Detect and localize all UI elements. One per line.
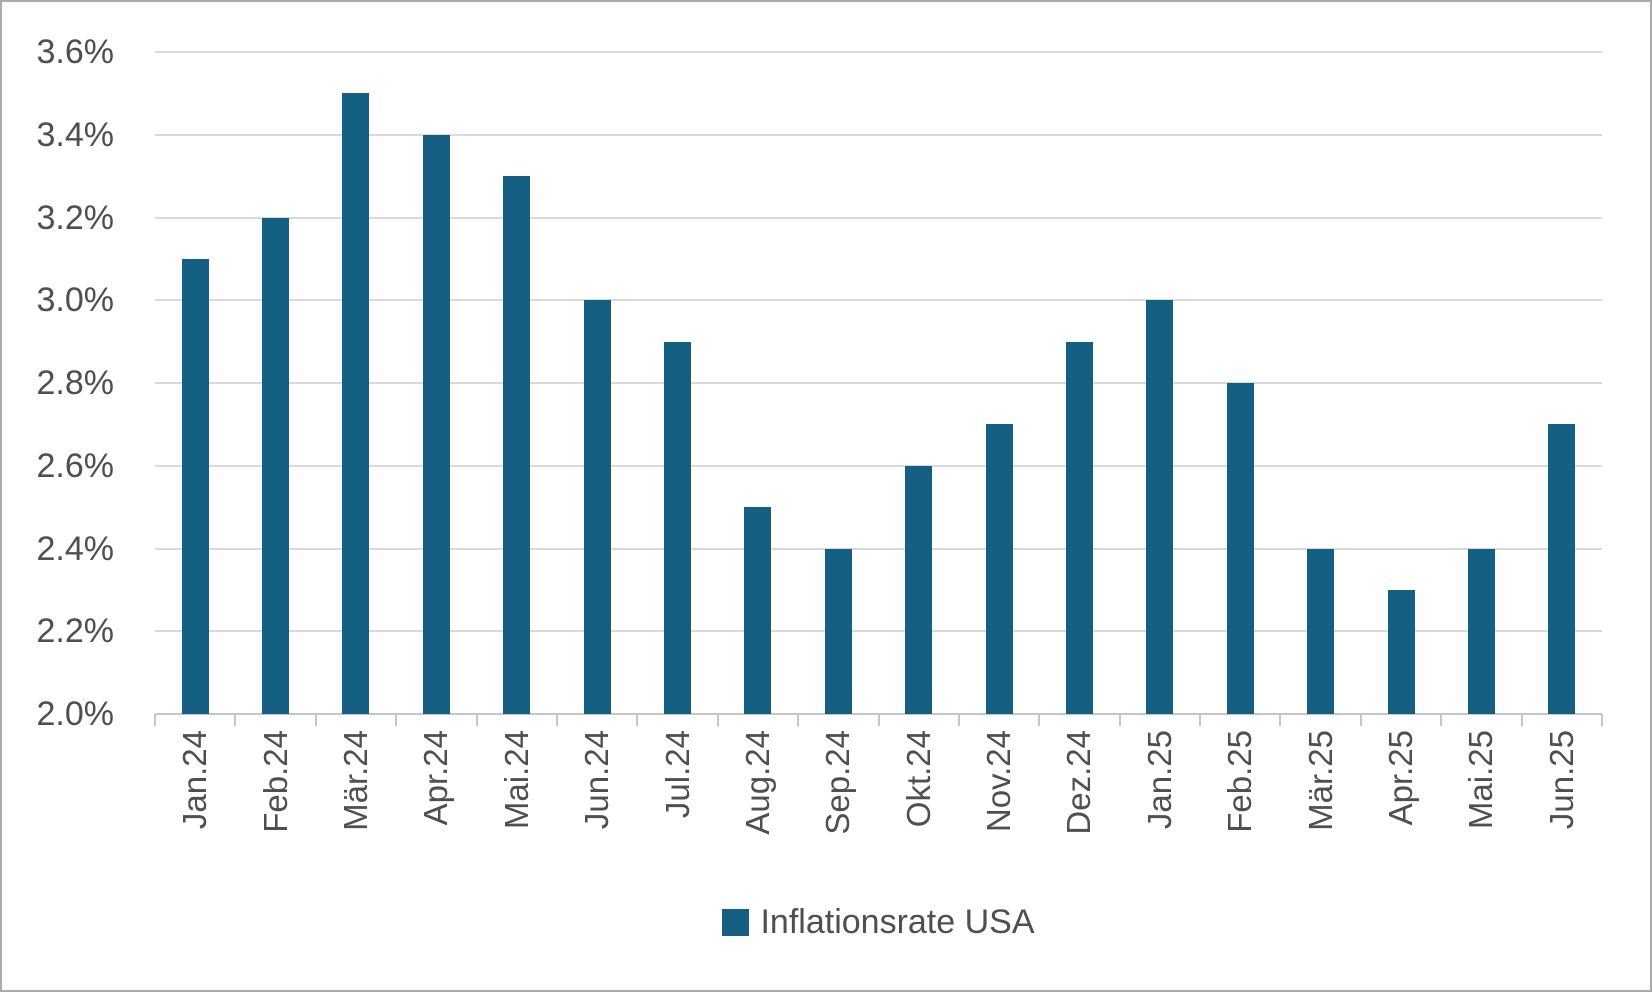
x-axis-label-mr-24: Mär.24 — [336, 730, 374, 831]
x-axis-tick — [1601, 714, 1603, 726]
x-axis-tick — [234, 714, 237, 726]
x-axis-label-jun-25: Jun.25 — [1542, 730, 1580, 830]
y-axis-label: 2.8% — [36, 364, 115, 402]
x-axis-tick — [1118, 714, 1121, 726]
bar-jun-24 — [583, 300, 611, 714]
x-axis-label-jan-24: Jan.24 — [176, 730, 214, 830]
bar-jul-24 — [664, 341, 692, 714]
bar-jan-24 — [181, 258, 209, 714]
bar-mr-24 — [342, 93, 370, 714]
gridline — [155, 382, 1602, 384]
legend-label: Inflationsrate USA — [760, 903, 1035, 941]
bar-jun-25 — [1548, 424, 1576, 714]
x-axis-tick — [395, 714, 398, 726]
gridline — [155, 630, 1602, 633]
bar-mai-25 — [1467, 548, 1495, 714]
x-axis-tick — [1440, 714, 1443, 726]
y-axis-label: 3.6% — [36, 33, 115, 71]
bar-feb-25 — [1226, 383, 1254, 714]
x-axis-label-dez-24: Dez.24 — [1060, 730, 1098, 835]
x-axis-label-feb-24: Feb.24 — [256, 730, 294, 833]
x-axis-label-sep-24: Sep.24 — [819, 730, 857, 835]
legend-marker-icon — [722, 909, 750, 936]
x-axis-tick — [877, 714, 880, 726]
x-axis-tick — [1038, 714, 1041, 726]
bar-dez-24 — [1065, 341, 1093, 714]
bar-mai-24 — [503, 176, 531, 714]
y-axis-label: 2.0% — [36, 695, 115, 733]
bar-mr-25 — [1307, 548, 1335, 714]
gridline — [155, 133, 1602, 136]
x-axis-label-aug-24: Aug.24 — [738, 730, 776, 835]
x-axis-tick — [1199, 714, 1202, 726]
bar-apr-24 — [422, 134, 450, 714]
bar-jan-25 — [1146, 300, 1174, 714]
x-axis-tick — [475, 714, 478, 726]
y-axis-label: 2.4% — [36, 529, 115, 568]
y-axis-label: 2.6% — [36, 446, 115, 485]
x-axis-label-mai-25: Mai.25 — [1462, 730, 1500, 830]
legend: Inflationsrate USA — [155, 903, 1602, 942]
x-axis-label-jun-24: Jun.24 — [578, 730, 616, 830]
x-axis-label-feb-25: Feb.25 — [1221, 730, 1259, 833]
x-axis-label-jan-25: Jan.25 — [1140, 730, 1178, 830]
x-axis-label-apr-25: Apr.25 — [1382, 730, 1420, 826]
x-axis-tick — [555, 714, 558, 726]
bar-feb-24 — [262, 217, 290, 714]
y-axis-label: 3.2% — [36, 198, 115, 237]
bar-nov-24 — [985, 424, 1013, 714]
gridline — [155, 299, 1602, 302]
bar-apr-25 — [1387, 589, 1415, 714]
gridline — [155, 547, 1602, 550]
gridline — [155, 464, 1602, 467]
x-axis-label-mai-24: Mai.24 — [497, 730, 535, 830]
x-axis-tick — [797, 714, 800, 726]
x-axis-tick — [314, 714, 317, 726]
x-axis-tick — [636, 714, 639, 726]
y-axis-label: 3.4% — [36, 115, 115, 154]
bar-okt-24 — [905, 465, 933, 714]
x-axis-tick — [957, 714, 960, 726]
x-axis-label-jul-24: Jul.24 — [658, 730, 696, 819]
bar-aug-24 — [744, 507, 772, 714]
bar-sep-24 — [824, 548, 852, 714]
x-axis-tick — [154, 714, 156, 726]
x-axis-label-mr-25: Mär.25 — [1301, 730, 1339, 831]
x-axis-tick — [716, 714, 719, 726]
x-axis-tick — [1359, 714, 1362, 726]
x-axis-label-nov-24: Nov.24 — [980, 730, 1018, 833]
x-axis-tick — [1520, 714, 1523, 726]
y-axis-label: 3.0% — [36, 281, 115, 320]
x-axis-tick — [1279, 714, 1282, 726]
y-axis-label: 2.2% — [36, 612, 115, 651]
x-axis-label-apr-24: Apr.24 — [417, 730, 455, 826]
gridline — [155, 216, 1602, 219]
x-axis-label-okt-24: Okt.24 — [899, 730, 937, 828]
gridline — [155, 51, 1602, 53]
